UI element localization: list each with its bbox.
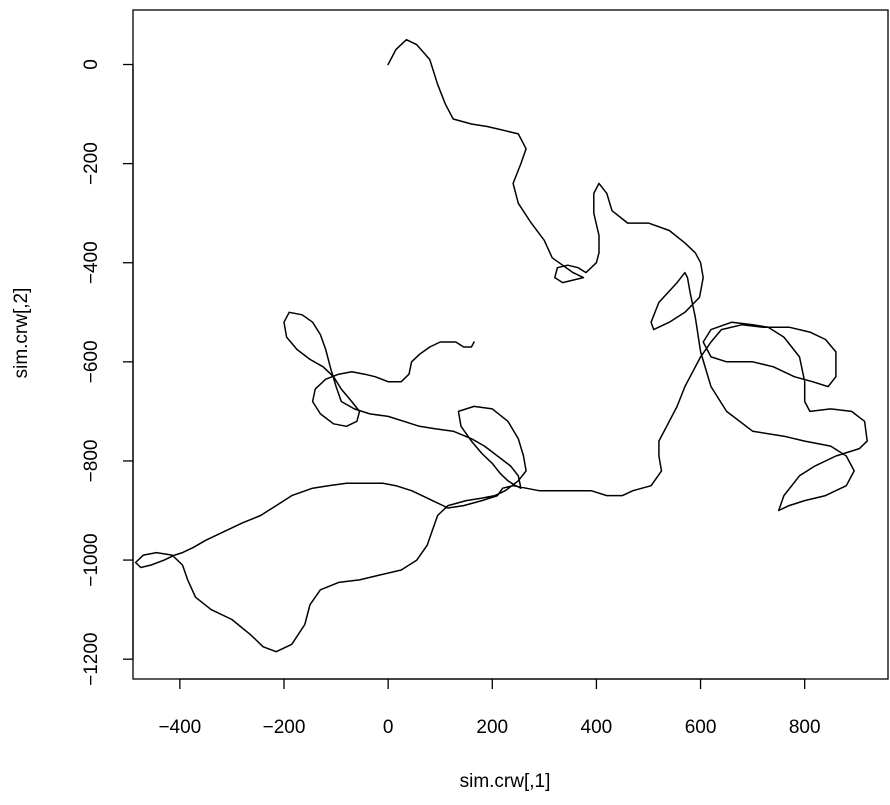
x-tick-label: 400	[581, 717, 613, 738]
x-axis-title: sim.crw[,1]	[460, 771, 551, 792]
y-tick-label: −200	[81, 142, 102, 185]
x-tick-label: 800	[789, 717, 821, 738]
y-axis-title: sim.crw[,2]	[11, 288, 32, 379]
x-tick-label: −400	[158, 717, 201, 738]
y-tick-label: −1200	[81, 632, 102, 685]
x-tick-label: 600	[685, 717, 717, 738]
y-tick-label: −800	[81, 440, 102, 483]
x-tick-label: 200	[476, 717, 508, 738]
x-tick-label: −200	[263, 717, 306, 738]
x-axis: −400 −200 0 200 400 600 800	[158, 678, 821, 738]
y-tick-label: −600	[81, 340, 102, 383]
y-axis: 0 −200 −400 −600 −800 −1000 −1200	[81, 59, 134, 686]
y-tick-label: −1000	[81, 533, 102, 586]
x-tick-label: 0	[383, 717, 394, 738]
trajectory-group	[134, 38, 868, 653]
trajectory-line	[134, 38, 868, 653]
y-tick-label: −400	[81, 241, 102, 284]
y-tick-label: 0	[81, 59, 102, 70]
